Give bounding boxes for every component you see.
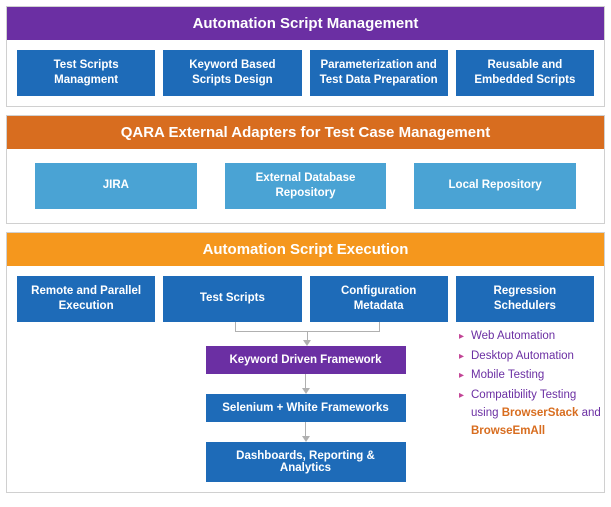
bullet-mobile-testing: Mobile Testing [459, 367, 604, 385]
connector-merge [235, 322, 380, 332]
bullet-web-automation: Web Automation [459, 328, 604, 346]
box-test-scripts-mgmt: Test Scripts Managment [17, 50, 155, 96]
box-selenium-white: Selenium + White Frameworks [206, 394, 406, 422]
box-test-scripts: Test Scripts [163, 276, 301, 322]
box-parameterization: Parameterization and Test Data Preparati… [310, 50, 448, 96]
section1-body: Test Scripts Managment Keyword Based Scr… [7, 40, 604, 106]
box-keyword-design: Keyword Based Scripts Design [163, 50, 301, 96]
section-external-adapters: QARA External Adapters for Test Case Man… [6, 115, 605, 224]
section-script-execution: Automation Script Execution Remote and P… [6, 232, 605, 493]
box-remote-parallel: Remote and Parallel Execution [17, 276, 155, 322]
section1-header: Automation Script Management [7, 7, 604, 40]
bullet-compatibility: Compatibility Testing using BrowserStack… [459, 387, 604, 440]
box-reusable-scripts: Reusable and Embedded Scripts [456, 50, 594, 96]
section2-body: JIRA External Database Repository Local … [7, 149, 604, 223]
arrow-stem-3 [305, 422, 306, 436]
box-keyword-framework: Keyword Driven Framework [206, 346, 406, 374]
box-local-repo: Local Repository [414, 163, 576, 209]
box-dashboards: Dashboards, Reporting & Analytics [206, 442, 406, 482]
arrow-stem-1 [307, 332, 308, 340]
bullet-list: Web Automation Desktop Automation Mobile… [459, 328, 604, 443]
section1-row: Test Scripts Managment Keyword Based Scr… [17, 50, 594, 96]
bullet-desktop-automation: Desktop Automation [459, 348, 604, 366]
section3-top-row: Remote and Parallel Execution Test Scrip… [17, 276, 594, 322]
box-regression-sched: Regression Schedulers [456, 276, 594, 322]
section3-header: Automation Script Execution [7, 233, 604, 266]
box-external-db: External Database Repository [225, 163, 387, 209]
section3-body: Remote and Parallel Execution Test Scrip… [7, 266, 604, 492]
section-script-management: Automation Script Management Test Script… [6, 6, 605, 107]
section2-row: JIRA External Database Repository Local … [35, 163, 576, 209]
box-jira: JIRA [35, 163, 197, 209]
arrow-stem-2 [305, 374, 306, 388]
section2-header: QARA External Adapters for Test Case Man… [7, 116, 604, 149]
box-config-metadata: Configuration Metadata [310, 276, 448, 322]
